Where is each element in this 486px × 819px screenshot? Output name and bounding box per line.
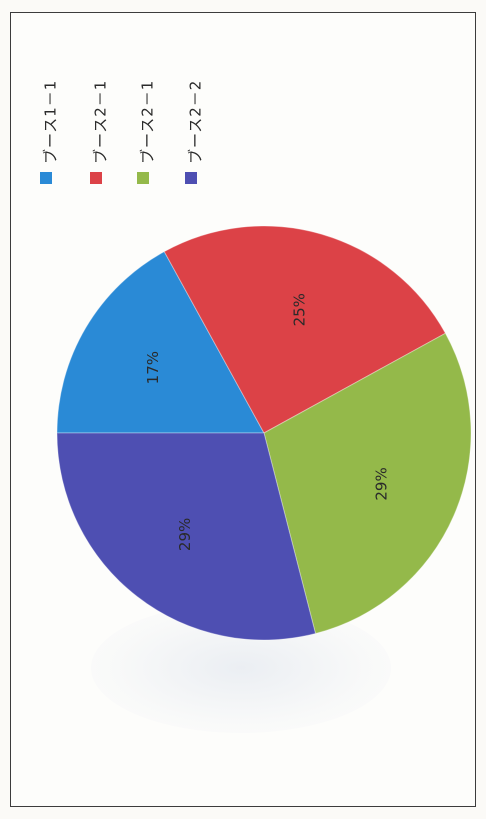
slice-value-label: 17% [144, 351, 162, 384]
slice-value-label: 29% [176, 518, 194, 551]
slice-booth-2-1-a [163, 225, 447, 434]
slice-booth-1-1 [56, 250, 265, 434]
pie-chart: 17% 25% 29% 29% ブース1－1 ブース2－1 ブース2－1 ブース2－2 [40, 80, 472, 641]
slice-value-label: 29% [372, 467, 390, 500]
legend-label: ブース2－1 [139, 80, 157, 164]
legend: ブース1－1 ブース2－1 ブース2－1 ブース2－2 [40, 80, 205, 184]
slice-booth-2-1-b [263, 332, 472, 635]
legend-label: ブース2－1 [92, 80, 110, 164]
pie-slices-group [56, 225, 472, 641]
slice-value-label: 25% [290, 293, 308, 326]
legend-swatch [185, 172, 197, 184]
legend-label: ブース2－2 [187, 80, 205, 164]
legend-swatch [137, 172, 149, 184]
legend-swatch [40, 172, 52, 184]
slice-labels-group: 17% 25% 29% 29% [144, 293, 390, 551]
legend-label: ブース1－1 [42, 80, 60, 164]
legend-swatch [90, 172, 102, 184]
slice-booth-2-2 [56, 432, 317, 641]
chart-frame: 17% 25% 29% 29% ブース1－1 ブース2－1 ブース2－1 ブース2－2 [10, 12, 476, 807]
